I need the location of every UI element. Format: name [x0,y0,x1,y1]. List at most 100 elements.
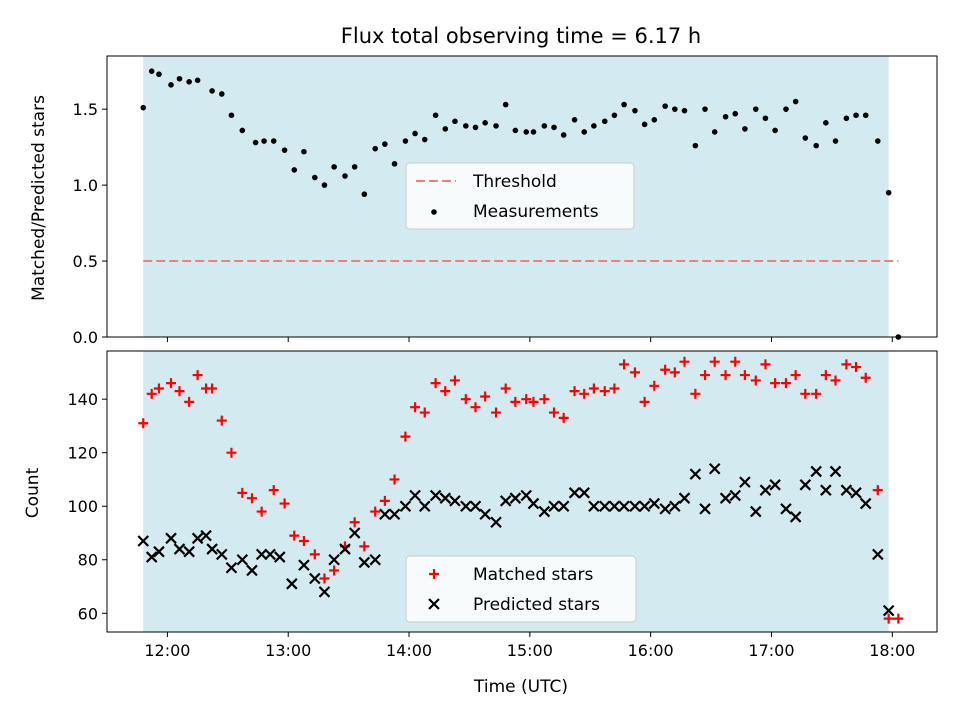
measurement-point [571,116,578,123]
measurement-point [632,107,638,114]
measurement-point [291,167,298,173]
measurement-point [581,129,588,135]
measurement-point [611,112,618,119]
matched-star-point [207,383,218,394]
matched-star-point [539,394,550,405]
matched-star-point [379,495,390,506]
matched-star-point [480,391,491,402]
measurement-point [218,91,225,97]
predicted-star-point [479,508,491,521]
matched-star-point [174,386,185,397]
y-tick-label: 100 [67,497,98,516]
y-tick-label: 1.0 [73,176,98,195]
matched-star-point [639,396,650,407]
legend-label: Measurements [473,202,599,222]
measurement-point [342,173,348,179]
matched-star-point [440,386,451,397]
predicted-star-point [348,527,361,539]
matched-star-point [184,396,195,407]
predicted-star-point [490,516,502,529]
predicted-star-point [460,500,472,512]
measurement-point [442,126,449,132]
predicted-star-point [246,564,258,577]
matched-star-point [569,386,580,397]
bottom-panel: 60 80 100 120 140 12:00 13:00 14:00 15:00 16:00 17… [67,350,938,660]
matched-star-point [660,364,671,375]
matched-star-point [588,383,599,394]
matched-star-point [558,412,569,423]
legend-predicted-swatch [428,598,440,610]
matched-star-point [370,506,381,517]
matched-star-point [841,359,852,370]
matched-star-point [679,356,690,367]
matched-star-point [510,396,521,407]
predicted-star-point [568,487,581,499]
predicted-star-point [678,492,691,504]
measurement-point [156,71,162,78]
predicted-star-point [538,505,551,518]
measurement-point [541,123,548,129]
measurement-point [672,106,678,112]
matched-star-point [289,530,300,541]
x-tick-label: 13:00 [265,641,311,660]
matched-star-point [521,394,532,405]
measurement-point [792,98,799,105]
predicted-star-point [358,556,371,569]
measurement-point [239,127,246,134]
matched-star-point [709,356,720,367]
matched-star-point [883,613,894,624]
measurement-point [512,127,519,134]
legend-matched-swatch [429,569,439,579]
legend: Matched stars Predicted stars [405,555,637,623]
axes-frame [106,55,938,338]
measurement-point [209,88,215,94]
matched-star-point [760,359,771,370]
measurement-point [351,164,358,170]
measurement-point [651,116,658,123]
bottom-xlabel: Time (UTC) [473,677,568,697]
matched-star-point [579,388,590,399]
predicted-star-point [206,543,218,555]
predicted-star-point [399,500,412,512]
predicted-star-point [739,476,751,488]
predicted-star-point [638,500,651,512]
predicted-star-point [548,500,560,512]
predicted-star-point [449,495,461,507]
measurement-point [361,191,368,198]
measurement-point [641,121,648,128]
predicted-star-point [689,468,702,480]
predicted-star-point [286,578,298,590]
matched-star-point [237,487,248,498]
legend-measurement-swatch [431,209,437,215]
predicted-star-point [328,553,340,566]
predicted-star-point [820,484,832,496]
predicted-star-point [882,604,895,617]
top-ylabel: Matched/Predicted stars [29,95,49,301]
measurement-point [432,112,439,119]
measurement-point [270,138,277,144]
matched-star-point [739,370,750,381]
measurement-point [843,115,850,122]
measurement-point [662,103,668,109]
measurement-point [168,82,174,88]
measurement-point [194,77,201,84]
predicted-star-point [608,500,621,512]
measurement-point [732,110,739,117]
matched-star-point [491,407,502,418]
measurement-point [186,79,192,85]
measurement-point [402,138,409,144]
x-tick-label: 12:00 [144,641,190,660]
matched-star-point [192,370,203,381]
predicted-star-point [429,489,442,502]
y-tick-label: 1.5 [73,100,98,119]
y-tick-label: 80 [78,551,98,570]
y-tick-label: 0.0 [73,328,98,347]
measurement-point [140,104,147,111]
predicted-star-point [699,503,711,515]
measurement-point [772,127,778,134]
matched-star-point [619,359,630,370]
measurement-point [832,138,839,144]
measurement-point [823,120,829,126]
measurement-point [321,182,328,188]
